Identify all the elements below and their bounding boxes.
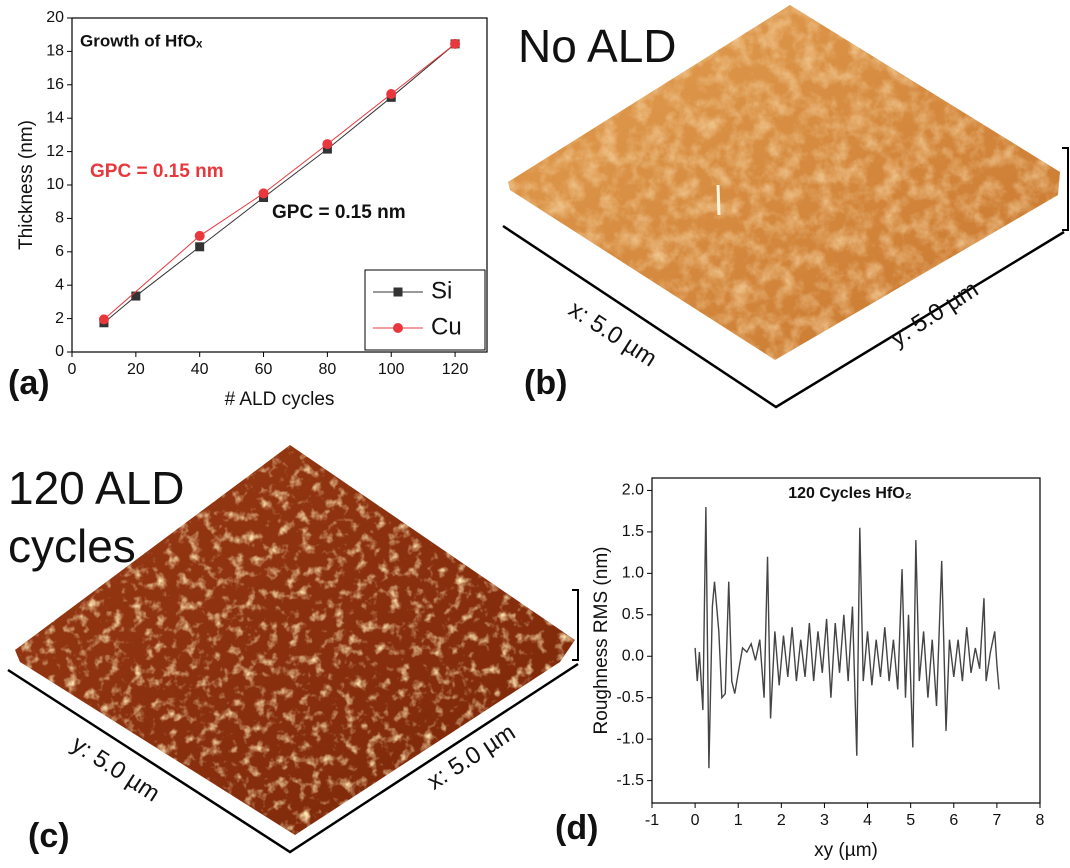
- x-tick-label: 5: [906, 812, 915, 829]
- y-tick-label: 8: [55, 210, 64, 227]
- afm-axis-label: y: 5.0 µm: [885, 276, 983, 353]
- chart-title: 120 Cycles HfO₂: [788, 485, 912, 502]
- afm-title: No ALD: [518, 20, 677, 72]
- x-tick-label: 6: [949, 812, 958, 829]
- y-tick-label: 12: [46, 143, 64, 160]
- legend-marker: [394, 288, 403, 297]
- legend-label: Si: [431, 277, 452, 304]
- x-tick-label: 120: [442, 361, 469, 378]
- chart: -1.5 -1.0 -0.5 0.0 0.5 1.0 1.5 2.0 -1 0 1 2 3 4 5 6 7 8 xy…: [555, 478, 1045, 861]
- x-tick-label: 40: [191, 361, 209, 378]
- annotation: GPC = 0.15 nm: [272, 202, 406, 223]
- y-tick-label: 20: [46, 9, 64, 26]
- x-tick-label: 2: [777, 812, 786, 829]
- y-tick-label: 0.5: [622, 606, 644, 623]
- marker: [450, 39, 460, 49]
- marker: [322, 139, 332, 149]
- chart: 0 2 4 6 8 10 12 14 16 18 20 0 20 40 60 80 100 120 # ALD cy…: [8, 9, 487, 410]
- y-tick-label: 16: [46, 76, 64, 93]
- legend-box: [365, 270, 485, 350]
- marker: [195, 242, 204, 251]
- y-tick-label: -1.5: [616, 772, 644, 789]
- x-tick-label: 20: [127, 361, 145, 378]
- y-tick-label: 4: [55, 276, 64, 293]
- afm-panel-b: No ALD x: 5.0 µm y: 5.0 µm (b): [503, 5, 1068, 407]
- x-tick-label: 1: [734, 812, 743, 829]
- x-tick-label: -1: [645, 812, 659, 829]
- figure: No ALD x: 5.0 µm y: 5.0 µm (b) 120 ALD c…: [0, 0, 1070, 868]
- afm-scale-bar: [1062, 148, 1068, 230]
- afm-panel-c: 120 ALD cycles y: 5.0 µm x: 5.0 µm (c): [8, 445, 578, 855]
- afm-spike: [718, 185, 719, 215]
- marker: [195, 231, 205, 241]
- legend-marker: [393, 323, 403, 333]
- x-tick-label: 8: [1036, 812, 1045, 829]
- y-tick-label: 0: [55, 343, 64, 360]
- y-tick-label: 6: [55, 243, 64, 260]
- y-axis-label: Roughness RMS (nm): [591, 547, 612, 735]
- marker: [386, 89, 396, 99]
- marker: [99, 314, 109, 324]
- y-tick-label: -0.5: [616, 689, 644, 706]
- y-tick-label: 0.0: [622, 647, 644, 664]
- afm-title: cycles: [8, 520, 136, 572]
- annotation: (a): [8, 364, 50, 402]
- x-tick-label: 0: [691, 812, 700, 829]
- y-tick-label: 10: [46, 176, 64, 193]
- chart-title: Growth of HfOₓ: [80, 31, 203, 50]
- y-tick-label: 1.5: [622, 523, 644, 540]
- x-axis-label: # ALD cycles: [225, 389, 335, 410]
- x-tick-label: 3: [820, 812, 829, 829]
- afm-title: 120 ALD: [8, 462, 184, 514]
- panel-label: (b): [524, 364, 567, 402]
- afm-axis-label: x: 5.0 µm: [564, 296, 662, 373]
- x-tick-label: 7: [992, 812, 1001, 829]
- y-tick-label: 2.0: [622, 482, 644, 499]
- afm-scale-bar: [572, 590, 578, 660]
- y-tick-label: -1.0: [616, 730, 644, 747]
- y-tick-label: 1.0: [622, 565, 644, 582]
- x-tick-label: 60: [255, 361, 273, 378]
- x-tick-label: 0: [68, 361, 77, 378]
- x-tick-label: 100: [378, 361, 405, 378]
- marker: [259, 188, 269, 198]
- y-tick-label: 14: [46, 109, 64, 126]
- legend-label: Cu: [431, 313, 462, 340]
- y-tick-label: 18: [46, 43, 64, 60]
- y-axis-label: Thickness (nm): [16, 120, 37, 250]
- panel-label: (c): [28, 817, 70, 855]
- x-axis-label: xy (µm): [814, 840, 878, 861]
- y-tick-label: 2: [55, 310, 64, 327]
- x-tick-label: 80: [318, 361, 336, 378]
- annotation: (d): [555, 809, 598, 847]
- x-tick-label: 4: [863, 812, 872, 829]
- annotation: GPC = 0.15 nm: [90, 161, 224, 182]
- marker: [131, 292, 140, 301]
- series-line: [695, 507, 999, 768]
